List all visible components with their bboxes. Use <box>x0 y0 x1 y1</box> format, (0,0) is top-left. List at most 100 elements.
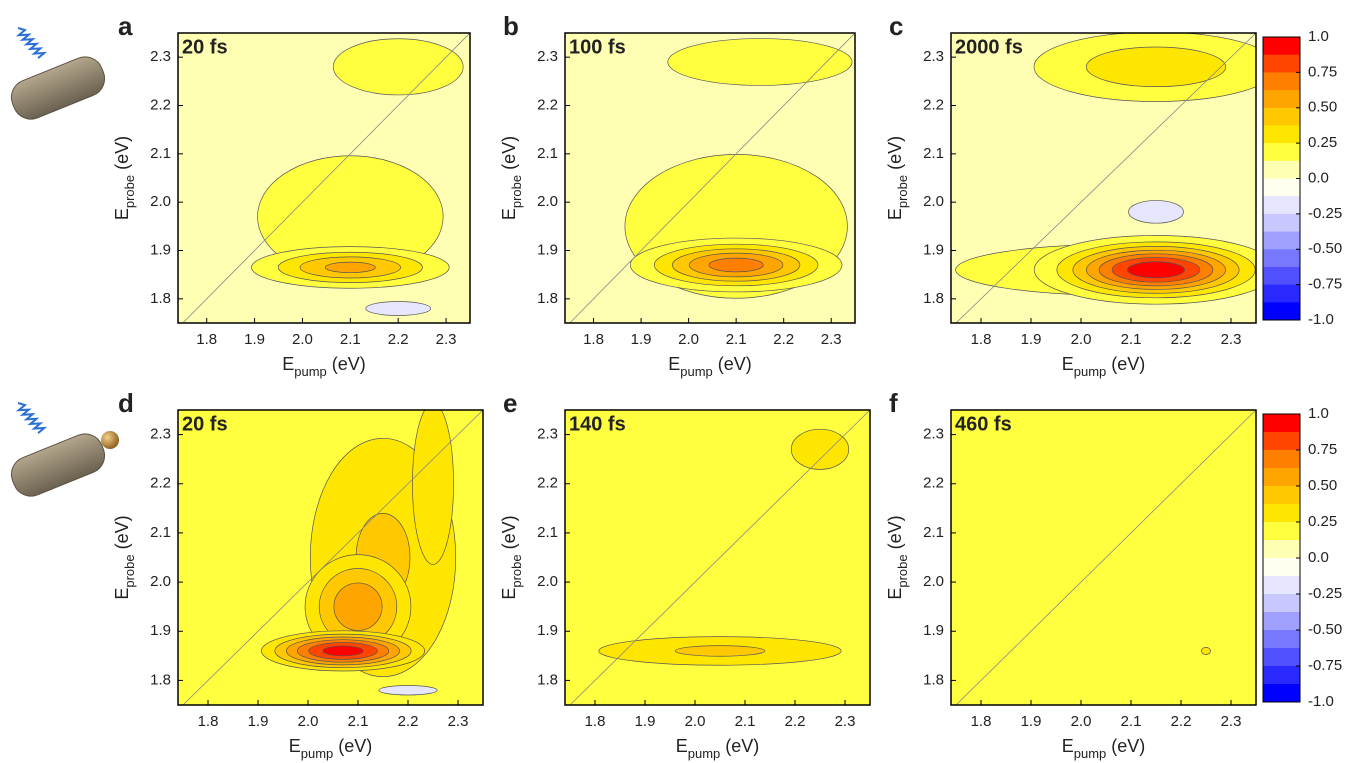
diagonal <box>955 410 1256 705</box>
x-tick-label: 1.9 <box>631 331 652 348</box>
colorbar-tick-label: -1.0 <box>1308 311 1334 328</box>
diagonal <box>955 33 1256 323</box>
colorbar-tick-label: 1.0 <box>1308 405 1329 422</box>
colorbar-swatch <box>1263 522 1300 541</box>
colorbar-swatch <box>1263 666 1300 685</box>
axis-label-sub: pump <box>301 746 334 761</box>
nanorod-icon <box>10 27 106 120</box>
x-tick-label: 2.0 <box>1071 713 1092 730</box>
axis-label-sub: pump <box>688 746 721 761</box>
axis-label-main: E <box>1062 736 1074 756</box>
x-tick-label: 1.8 <box>196 331 217 348</box>
plot-area <box>178 33 470 323</box>
contour-band <box>365 301 432 316</box>
axis-label-sub: probe <box>895 175 910 208</box>
colorbar-swatch <box>1263 302 1300 321</box>
colorbar-swatch <box>1263 612 1300 631</box>
y-tick-label: 1.8 <box>150 290 171 307</box>
x-tick-label: 2.2 <box>773 331 794 348</box>
colorbar-tick-label: 0.25 <box>1308 513 1337 530</box>
time-label: 460 fs <box>955 413 1012 435</box>
x-tick-label: 2.2 <box>398 713 419 730</box>
contour-band <box>332 38 464 96</box>
y-tick-label: 2.2 <box>923 475 944 492</box>
colorbar-tick-label: -0.50 <box>1308 240 1342 257</box>
colorbar-tick-label: -0.25 <box>1308 585 1342 602</box>
colorbar-swatch <box>1263 486 1300 505</box>
panel-label: c <box>889 11 903 41</box>
axis-label: Eprobe (eV) <box>499 136 524 220</box>
axis-label-unit: (eV) <box>499 515 519 549</box>
x-tick-label: 1.8 <box>583 331 604 348</box>
axis-label-main: E <box>112 208 132 220</box>
x-tick-label: 2.0 <box>292 331 313 348</box>
y-tick-label: 1.9 <box>537 241 558 258</box>
time-label: 2000 fs <box>955 36 1023 58</box>
x-tick-label: 2.3 <box>448 713 469 730</box>
y-tick-label: 1.9 <box>923 241 944 258</box>
colorbar-tick-label: 0.0 <box>1308 549 1329 566</box>
background-level <box>951 410 1256 705</box>
axis-label: Epump (eV) <box>1062 354 1146 379</box>
panel: 1.8 1.9 2.0 2.1 2.2 2.3 1.8 1.9 2.0 2.1 2.2 2.3 460 … <box>885 388 1342 761</box>
axis-label: Eprobe (eV) <box>885 136 910 220</box>
axis-label: Epump (eV) <box>676 736 760 761</box>
colorbar-swatch <box>1263 160 1300 179</box>
y-tick-label: 1.8 <box>537 671 558 688</box>
nanorod-tip-icon <box>10 402 119 497</box>
axis-label-main: E <box>112 588 132 600</box>
x-tick-label: 2.3 <box>436 331 457 348</box>
colorbar-swatch <box>1263 54 1300 73</box>
diagonal <box>569 33 855 323</box>
contour-band <box>1085 46 1227 88</box>
time-label: 140 fs <box>569 413 626 435</box>
x-tick-label: 2.1 <box>735 713 756 730</box>
plot-area <box>565 33 855 323</box>
x-tick-label: 1.9 <box>635 713 656 730</box>
colorbar-swatch <box>1263 249 1300 268</box>
x-tick-label: 1.8 <box>971 331 992 348</box>
frame <box>950 32 1257 324</box>
axis-label-unit: (eV) <box>885 515 905 549</box>
y-tick-label: 2.0 <box>537 193 558 210</box>
y-tick-label: 2.0 <box>150 193 171 210</box>
axis-label-sub: probe <box>895 554 910 587</box>
axis-label-main: E <box>282 354 294 374</box>
contour-band <box>322 645 364 657</box>
colorbar-swatch <box>1263 468 1300 487</box>
axis-label-main: E <box>676 736 688 756</box>
colorbar-tick-label: -0.50 <box>1308 621 1342 638</box>
x-tick-label: 2.1 <box>348 713 369 730</box>
colorbar-swatch <box>1263 432 1300 451</box>
x-tick-label: 2.0 <box>1071 331 1092 348</box>
axis-label: Epump (eV) <box>289 736 373 761</box>
axis-label: Epump (eV) <box>668 354 752 379</box>
frame <box>950 409 1257 706</box>
x-tick-label: 1.8 <box>198 713 219 730</box>
y-tick-label: 1.8 <box>923 290 944 307</box>
axis-label-unit: (eV) <box>1111 736 1145 756</box>
colorbar-swatch <box>1263 504 1300 523</box>
x-tick-label: 2.1 <box>726 331 747 348</box>
contour-band <box>674 645 766 657</box>
panel: 1.8 1.9 2.0 2.1 2.2 2.3 1.8 1.9 2.0 2.1 2.2 2.3 20 f… <box>112 11 471 379</box>
colorbar-tick-label: 0.75 <box>1308 63 1337 80</box>
x-tick-label: 2.0 <box>685 713 706 730</box>
panel: 1.8 1.9 2.0 2.1 2.2 2.3 1.8 1.9 2.0 2.1 2.2 2.3 100 … <box>499 11 856 379</box>
x-tick-label: 2.3 <box>821 331 842 348</box>
colorbar-swatch <box>1263 266 1300 286</box>
colorbar-swatch <box>1263 231 1300 250</box>
colorbar-tick-label: 0.75 <box>1308 441 1337 458</box>
colorbar-swatch <box>1263 684 1300 703</box>
y-tick-label: 1.9 <box>150 622 171 639</box>
axis-label-unit: (eV) <box>338 736 372 756</box>
axis-label-sub: pump <box>1074 364 1107 379</box>
axis-label: Eprobe (eV) <box>499 515 524 599</box>
colorbar-swatch <box>1263 540 1300 559</box>
y-tick-label: 1.9 <box>923 622 944 639</box>
panel: 1.8 1.9 2.0 2.1 2.2 2.3 1.8 1.9 2.0 2.1 2.2 2.3 140 … <box>499 388 871 761</box>
y-tick-label: 2.2 <box>150 96 171 113</box>
colorbar-tick-label: -0.75 <box>1308 276 1342 293</box>
contour-band <box>412 410 454 565</box>
